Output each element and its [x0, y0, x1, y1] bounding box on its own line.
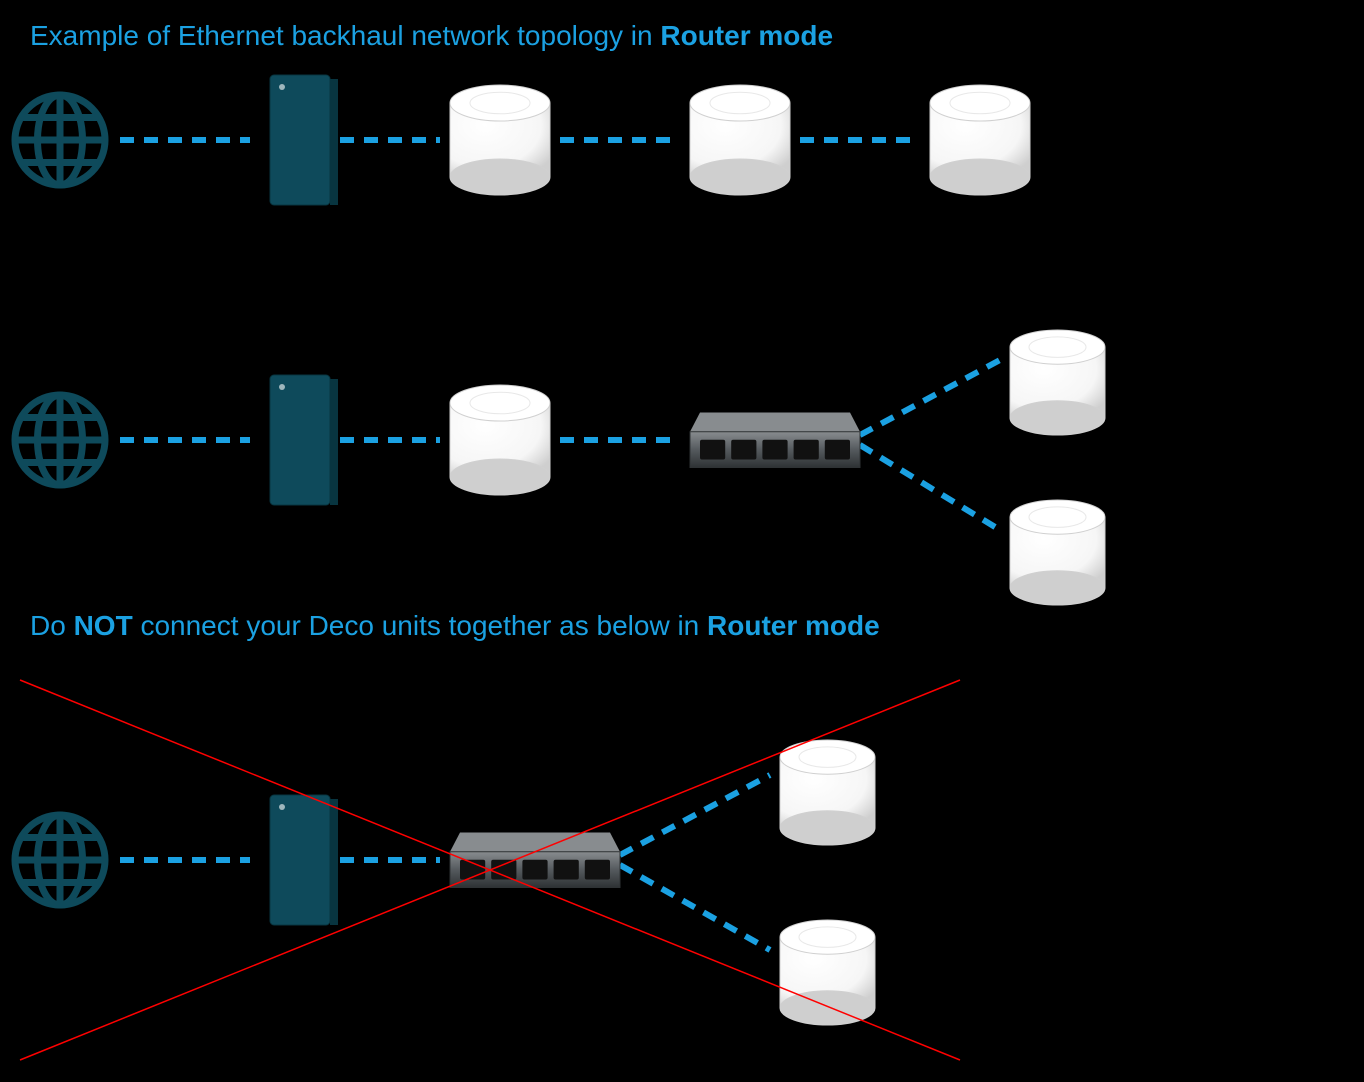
ethernet-link — [860, 360, 1000, 435]
deco-unit-icon — [780, 740, 875, 845]
deco-unit-icon — [450, 85, 550, 195]
ethernet-link — [620, 775, 770, 855]
modem-icon — [270, 75, 338, 205]
ethernet-switch-icon — [450, 833, 620, 888]
ethernet-link — [860, 445, 1000, 530]
invalid-cross-icon — [20, 680, 960, 1060]
ethernet-switch-icon — [690, 413, 860, 468]
ethernet-link — [620, 865, 770, 950]
deco-unit-icon — [450, 385, 550, 495]
diagram-canvas — [0, 0, 1364, 1082]
internet-globe-icon — [15, 815, 105, 905]
internet-globe-icon — [15, 395, 105, 485]
invalid-cross-icon — [20, 680, 960, 1060]
deco-unit-icon — [690, 85, 790, 195]
title-do-not: Do NOT connect your Deco units together … — [30, 610, 880, 642]
title-example: Example of Ethernet backhaul network top… — [30, 20, 833, 52]
modem-icon — [270, 375, 338, 505]
modem-icon — [270, 795, 338, 925]
internet-globe-icon — [15, 95, 105, 185]
deco-unit-icon — [1010, 500, 1105, 605]
deco-unit-icon — [780, 920, 875, 1025]
deco-unit-icon — [930, 85, 1030, 195]
deco-unit-icon — [1010, 330, 1105, 435]
